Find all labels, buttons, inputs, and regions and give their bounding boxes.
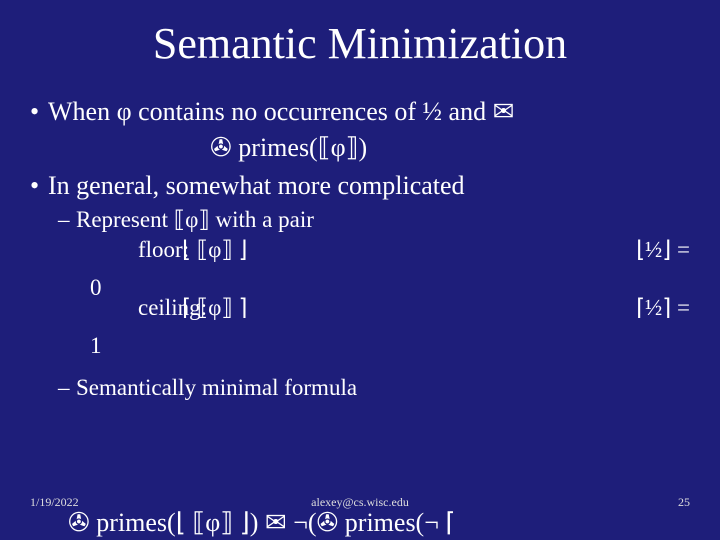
primes-line: ✇ primes(⟦φ⟧) <box>30 133 690 163</box>
envelope-icon: ✉ <box>493 97 515 127</box>
floor-right: ⌊½⌋ = <box>636 237 690 263</box>
bullet-represent: Represent ⟦φ⟧ with a pair <box>30 207 690 233</box>
pair-block: floor: ⌊ ⟦φ⟧ ⌋ ⌊½⌋ = 0 ceiling: ⌈ ⟦φ⟧ ⌉ … <box>30 237 690 371</box>
ceil-label: 1 <box>90 333 118 359</box>
floor-kind: floor: <box>90 237 182 263</box>
ceil-kind: ceiling: <box>90 295 182 321</box>
ceil-label-row: 1 <box>90 333 690 371</box>
ceil-right: ⌈½⌉ = <box>636 295 690 321</box>
slide-title: Semantic Minimization <box>30 18 690 69</box>
primes-text: primes(⟦φ⟧) <box>232 133 367 162</box>
ceil-formula: ⌈ ⟦φ⟧ ⌉ <box>182 295 372 321</box>
bottom-formula: ✇ primes(⌊ ⟦φ⟧ ⌋) ✉ ¬(✇ primes(¬ ⌈ <box>30 508 690 538</box>
wheel-icon: ✇ <box>210 133 232 163</box>
floor-formula: ⌊ ⟦φ⟧ ⌋ <box>182 237 372 263</box>
bullet-when: When φ contains no occurrences of ½ and … <box>30 97 690 127</box>
bullet-when-text: When φ contains no occurrences of ½ and <box>48 97 493 126</box>
ceil-row: ceiling: ⌈ ⟦φ⟧ ⌉ ⌈½⌉ = <box>90 295 690 333</box>
bullet-semantic-min: Semantically minimal formula <box>30 375 690 401</box>
bullet-general: In general, somewhat more complicated <box>30 171 690 201</box>
floor-row: floor: ⌊ ⟦φ⟧ ⌋ ⌊½⌋ = <box>90 237 690 275</box>
